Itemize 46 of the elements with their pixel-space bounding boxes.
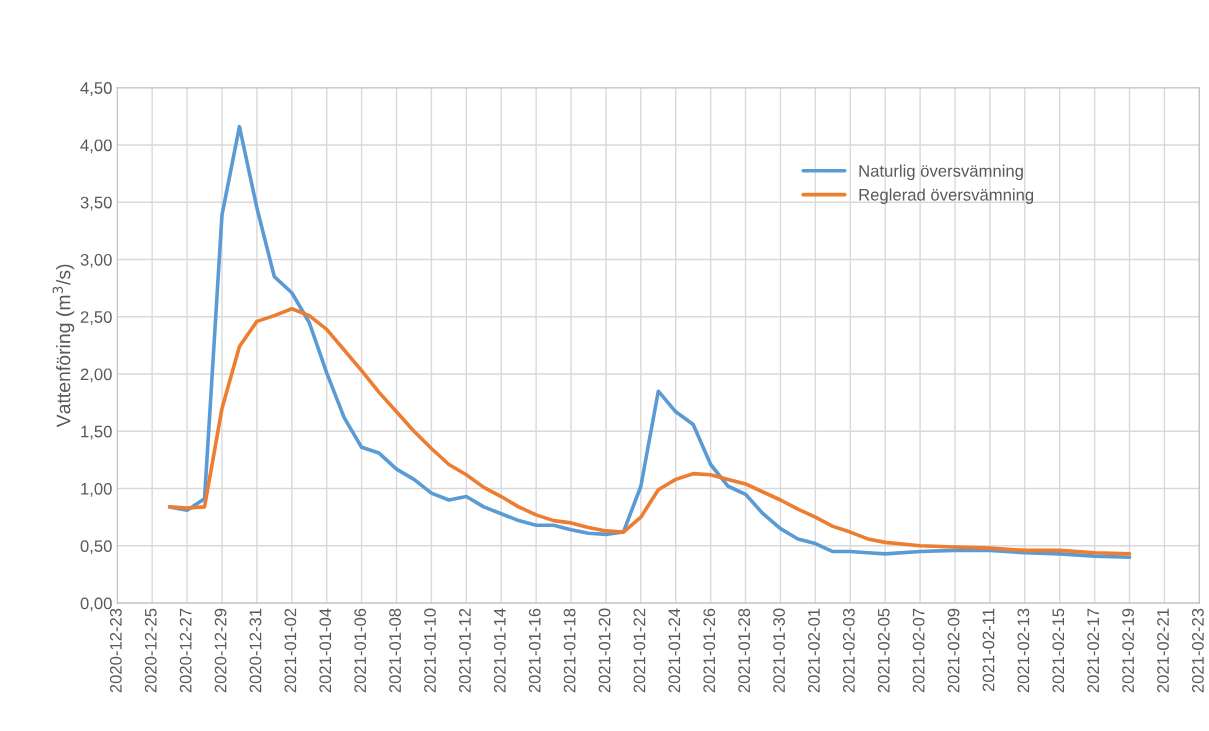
x-tick-label: 2020-12-27 bbox=[179, 608, 192, 693]
x-tick-label: 2021-01-26 bbox=[703, 608, 716, 693]
x-tick-label: 2021-01-04 bbox=[319, 608, 332, 693]
x-tick-label: 2021-01-12 bbox=[458, 608, 471, 693]
x-tick-label: 2020-12-25 bbox=[144, 608, 157, 693]
y-tick-label: 3,00 bbox=[80, 253, 112, 268]
x-tick-label: 2021-02-09 bbox=[947, 608, 960, 693]
x-tick-label: 2021-02-21 bbox=[1157, 608, 1169, 693]
y-tick-label: 1,00 bbox=[81, 482, 112, 497]
x-tick-label: 2021-02-05 bbox=[877, 608, 890, 693]
x-tick-label: 2021-01-14 bbox=[493, 608, 506, 693]
x-tick-label: 2021-01-06 bbox=[354, 608, 367, 693]
x-tick-label: 2021-02-15 bbox=[1052, 608, 1065, 693]
y-tick-label: 4,50 bbox=[80, 82, 112, 96]
line-series bbox=[167, 306, 1132, 556]
y-tick-label: 0,00 bbox=[80, 597, 112, 612]
x-tick-label: 2021-01-28 bbox=[738, 608, 751, 693]
x-tick-label: 2021-01-02 bbox=[284, 608, 297, 693]
x-tick-label: 2021-01-10 bbox=[424, 608, 436, 693]
x-tick-label: 2020-12-29 bbox=[214, 608, 227, 693]
x-tick-label: 2021-02-17 bbox=[1087, 608, 1100, 693]
x-tick-label: 2020-12-23 bbox=[109, 608, 122, 693]
y-axis-title: Vattenföring (m$^{3}$/s) bbox=[52, 264, 75, 428]
x-tick-label: 2021-02-03 bbox=[842, 608, 855, 693]
x-tick-label: 2020-12-31 bbox=[249, 608, 262, 693]
x-tick-label: 2021-01-18 bbox=[563, 608, 576, 693]
x-tick-label: 2021-02-13 bbox=[1017, 608, 1030, 693]
x-tick-label: 2021-01-20 bbox=[598, 608, 611, 693]
y-tick-label: 3,50 bbox=[80, 196, 112, 211]
x-tick-label: 2021-02-07 bbox=[912, 608, 925, 693]
legend-label: Reglerad översvämning bbox=[859, 188, 1034, 204]
x-tick-label: 2021-01-30 bbox=[773, 608, 785, 693]
y-tick-label: 2,00 bbox=[80, 368, 112, 383]
x-tick-label: 2021-01-24 bbox=[668, 608, 681, 693]
legend-label: Naturlig översvämning bbox=[859, 164, 1023, 181]
x-tick-label: 2021-02-01 bbox=[808, 608, 820, 693]
x-tick-label: 2021-02-11 bbox=[982, 608, 995, 692]
y-tick-label: 1,50 bbox=[81, 425, 112, 440]
y-tick-label: 0,50 bbox=[80, 540, 112, 554]
x-tick-label: 2021-01-08 bbox=[389, 608, 401, 693]
x-tick-label: 2021-02-19 bbox=[1122, 608, 1134, 693]
y-tick-label: 2,50 bbox=[80, 311, 112, 325]
x-tick-label: 2021-01-16 bbox=[528, 608, 541, 693]
x-tick-label: 2021-02-23 bbox=[1192, 608, 1204, 693]
y-tick-label: 4,00 bbox=[80, 139, 112, 154]
x-tick-label: 2021-01-22 bbox=[633, 608, 646, 693]
